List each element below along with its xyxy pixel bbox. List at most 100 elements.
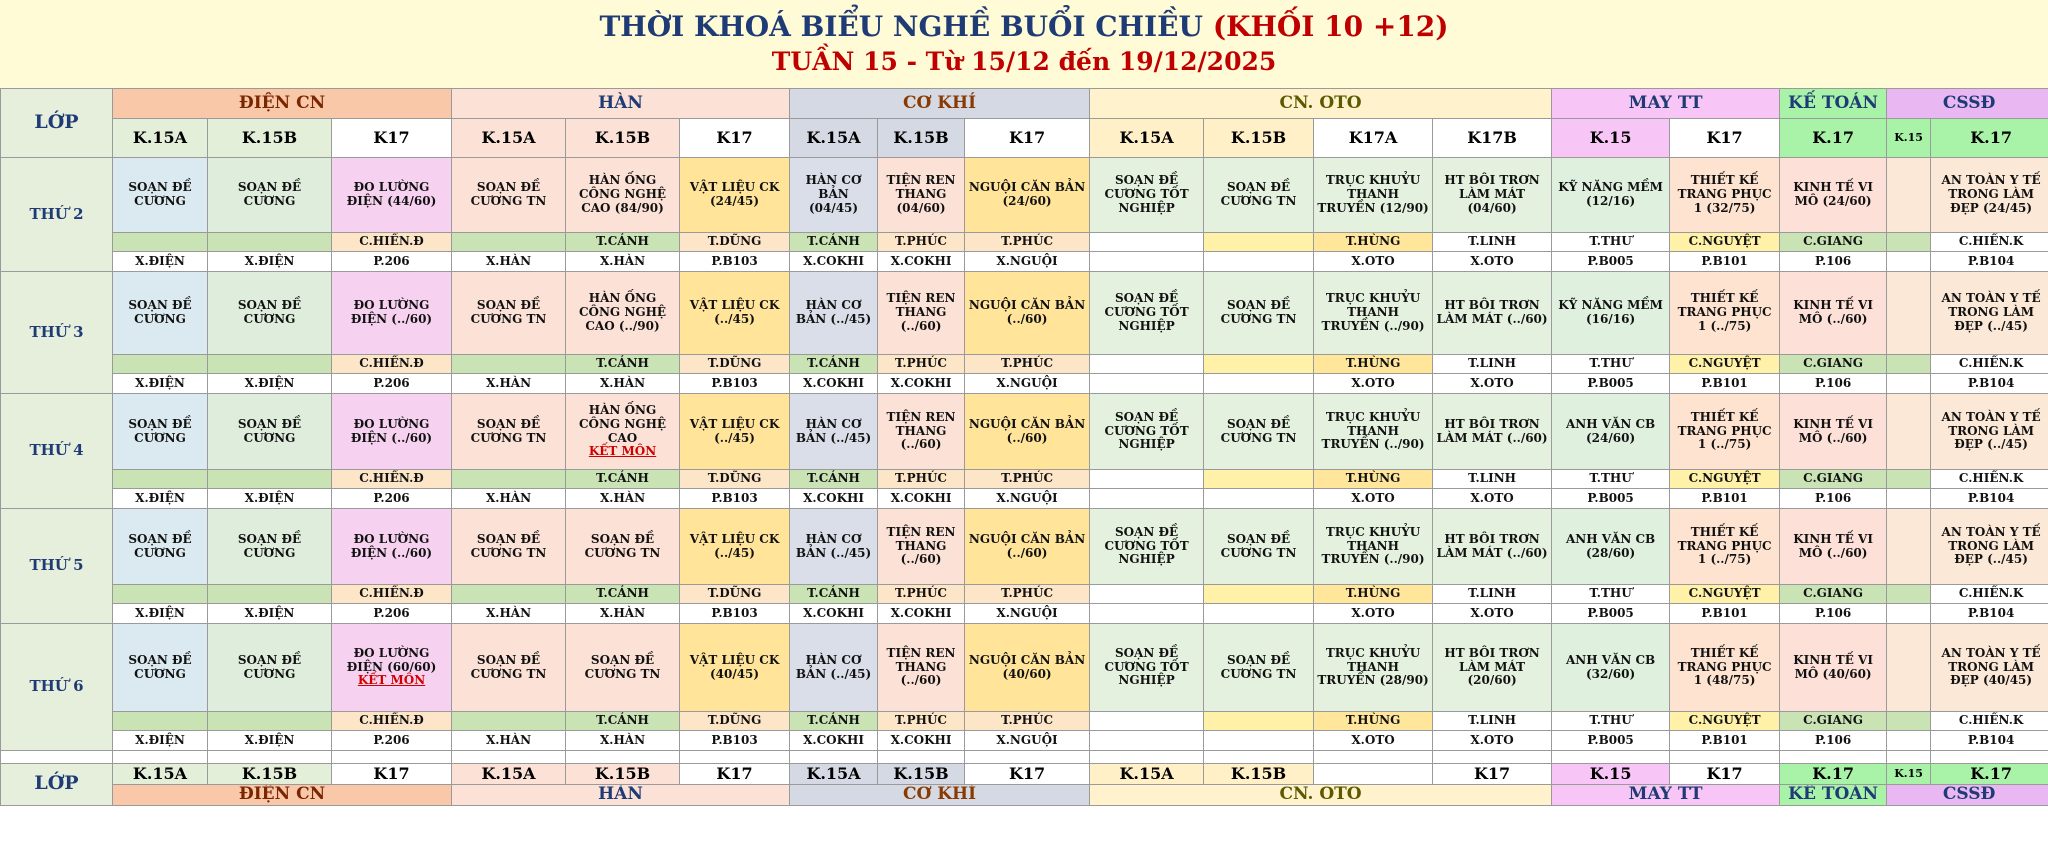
subject-cell: AN TOÀN Y TẾ TRONG LÀM ĐẸP (../45) bbox=[1930, 508, 2048, 585]
teacher-cell bbox=[207, 469, 332, 489]
teacher-cell bbox=[112, 354, 208, 374]
room-cell: X.COKHI bbox=[877, 603, 966, 624]
spacer-cell bbox=[1089, 750, 1205, 764]
room-cell: P.206 bbox=[330, 603, 453, 624]
subject-cell: SOẠN ĐỀ CƯƠNG TN bbox=[451, 623, 567, 712]
subject-cell: TRỤC KHUỶU THANH TRUYỀN (12/90) bbox=[1313, 157, 1434, 233]
subject-cell: SOẠN ĐỀ CƯƠNG TN bbox=[451, 157, 567, 233]
subject-text: AN TOÀN Y TẾ TRONG LÀM ĐẸP (../45) bbox=[1941, 524, 2041, 567]
class-header: K17 bbox=[679, 118, 791, 158]
subject-cell: KINH TẾ VI MÔ (../60) bbox=[1779, 508, 1888, 585]
room-cell: X.NGUỘI bbox=[964, 603, 1091, 624]
subject-text: TRỤC KHUỶU THANH TRUYỀN (../90) bbox=[1321, 524, 1425, 567]
spacer-cell bbox=[679, 750, 791, 764]
room-cell: X.COKHI bbox=[789, 603, 879, 624]
day-label: THỨ 5 bbox=[0, 508, 113, 624]
teacher-cell bbox=[1089, 711, 1205, 731]
teacher-cell: T.LINH bbox=[1432, 711, 1553, 731]
subject-text: AN TOÀN Y TẾ TRONG LÀM ĐẸP (../45) bbox=[1941, 409, 2041, 452]
teacher-cell: C.HIỀN.K bbox=[1930, 711, 2048, 731]
week-subtitle: TUẦN 15 - Từ 15/12 đến 19/12/2025 bbox=[771, 47, 1277, 76]
subject-text: ĐO LƯỜNG ĐIỆN (../60) bbox=[350, 416, 433, 445]
title-main: THỜI KHOÁ BIỂU NGHỀ BUỔI CHIỀU bbox=[599, 10, 1203, 43]
teacher-cell: T.DŨNG bbox=[679, 232, 791, 252]
subject-text: SOẠN ĐỀ CƯƠNG bbox=[128, 298, 192, 326]
subject-cell: SOẠN ĐỀ CƯƠNG TN bbox=[565, 623, 681, 712]
subject-text: TRỤC KHUỶU THANH TRUYỀN (../90) bbox=[1321, 291, 1425, 333]
subject-text: KINH TẾ VI MÔ (24/60) bbox=[1793, 180, 1873, 208]
lop-header: LỚP bbox=[0, 88, 113, 158]
room-cell: X.OTO bbox=[1313, 488, 1434, 509]
subject-text: TIỆN REN THANG (../60) bbox=[886, 524, 956, 567]
subject-cell: AN TOÀN Y TẾ TRONG LÀM ĐẸP (24/45) bbox=[1930, 157, 2048, 233]
group-header: ĐIỆN CN bbox=[111, 88, 453, 119]
teacher-cell bbox=[1089, 584, 1205, 604]
teacher-cell bbox=[1089, 354, 1205, 374]
class-header: K.15A bbox=[451, 118, 567, 158]
room-cell bbox=[1203, 603, 1315, 624]
subject-text: SOẠN ĐỀ CƯƠNG bbox=[237, 416, 302, 445]
subject-cell: SOẠN ĐỀ CƯƠNG TN bbox=[1203, 157, 1315, 233]
teacher-cell: T.THƯ bbox=[1551, 711, 1671, 731]
subject-cell: SOẠN ĐỀ CƯƠNG bbox=[207, 271, 332, 355]
spacer-cell bbox=[1779, 750, 1888, 764]
class-header: K.17 bbox=[1930, 118, 2048, 158]
room-cell bbox=[1089, 488, 1205, 509]
subject-cell: TIỆN REN THANG (../60) bbox=[877, 271, 966, 355]
class-footer: K17 bbox=[1669, 763, 1781, 785]
group-footer: ĐIỆN CN bbox=[111, 784, 453, 806]
subject-cell: SOẠN ĐỀ CƯƠNG bbox=[112, 271, 208, 355]
class-header: K.15B bbox=[207, 118, 332, 158]
lop-footer: LỚP bbox=[0, 763, 113, 806]
room-cell: X.HÀN bbox=[565, 488, 681, 509]
class-header: K.15B bbox=[565, 118, 681, 158]
subject-text: NGUỘI CĂN BẢN (24/60) bbox=[968, 180, 1086, 208]
teacher-cell bbox=[112, 232, 208, 252]
subject-cell: TRỤC KHUỶU THANH TRUYỀN (28/90) bbox=[1313, 623, 1434, 712]
room-cell: P.B101 bbox=[1669, 730, 1781, 751]
teacher-cell bbox=[1203, 584, 1315, 604]
class-header: K17 bbox=[330, 118, 453, 158]
subject-text: HÀN CƠ BẢN (../45) bbox=[795, 531, 872, 560]
subject-text: THIẾT KẾ TRANG PHỤC 1 (../75) bbox=[1677, 291, 1772, 333]
class-footer: K.15 bbox=[1886, 763, 1932, 785]
subject-text: NGUỘI CĂN BẢN (../60) bbox=[968, 531, 1086, 560]
spacer-cell bbox=[877, 750, 966, 764]
teacher-cell bbox=[1089, 232, 1205, 252]
teacher-cell: T.CẢNH bbox=[789, 354, 879, 374]
spacer-cell bbox=[1669, 750, 1781, 764]
subject-cell: SOẠN ĐỀ CƯƠNG TỐT NGHIỆP bbox=[1089, 271, 1205, 355]
teacher-cell: C.GIANG bbox=[1779, 711, 1888, 731]
subject-text: HÀN CƠ BẢN (../45) bbox=[795, 416, 872, 445]
subject-cell: SOẠN ĐỀ CƯƠNG TN bbox=[565, 508, 681, 585]
subject-cell: AN TOÀN Y TẾ TRONG LÀM ĐẸP (../45) bbox=[1930, 271, 2048, 355]
subject-cell: SOẠN ĐỀ CƯƠNG TN bbox=[451, 393, 567, 470]
class-footer: K.17 bbox=[1930, 763, 2048, 785]
teacher-cell: T.HÙNG bbox=[1313, 584, 1434, 604]
room-cell: P.106 bbox=[1779, 251, 1888, 272]
teacher-cell: T.PHÚC bbox=[877, 354, 966, 374]
spacer-cell bbox=[1313, 750, 1434, 764]
subject-cell: SOẠN ĐỀ CƯƠNG bbox=[112, 393, 208, 470]
room-cell: P.206 bbox=[330, 373, 453, 394]
room-cell bbox=[1089, 251, 1205, 272]
subject-text: TRỤC KHUỶU THANH TRUYỀN (12/90) bbox=[1317, 173, 1429, 215]
teacher-cell bbox=[1203, 232, 1315, 252]
room-cell: X.ĐIỆN bbox=[207, 251, 332, 272]
subject-text: AN TOÀN Y TẾ TRONG LÀM ĐẸP (24/45) bbox=[1941, 173, 2041, 215]
subject-text: SOẠN ĐỀ CƯƠNG TỐT NGHIỆP bbox=[1104, 173, 1189, 215]
subject-text: SOẠN ĐỀ CƯƠNG bbox=[237, 652, 302, 681]
teacher-cell: T.LINH bbox=[1432, 354, 1553, 374]
subject-cell: SOẠN ĐỀ CƯƠNG bbox=[207, 623, 332, 712]
teacher-cell: T.PHÚC bbox=[877, 469, 966, 489]
room-cell: P.B103 bbox=[679, 730, 791, 751]
subject-text: SOẠN ĐỀ CƯƠNG TN bbox=[1220, 180, 1297, 208]
teacher-cell bbox=[1203, 469, 1315, 489]
teacher-cell: T.CẢNH bbox=[789, 584, 879, 604]
subject-text: SOẠN ĐỀ CƯƠNG TN bbox=[470, 180, 547, 208]
day-label: THỨ 6 bbox=[0, 623, 113, 751]
room-cell: X.HÀN bbox=[451, 488, 567, 509]
teacher-cell: C.HIỀN.K bbox=[1930, 584, 2048, 604]
room-cell: P.106 bbox=[1779, 488, 1888, 509]
subject-text: ANH VĂN CB (32/60) bbox=[1565, 652, 1656, 681]
